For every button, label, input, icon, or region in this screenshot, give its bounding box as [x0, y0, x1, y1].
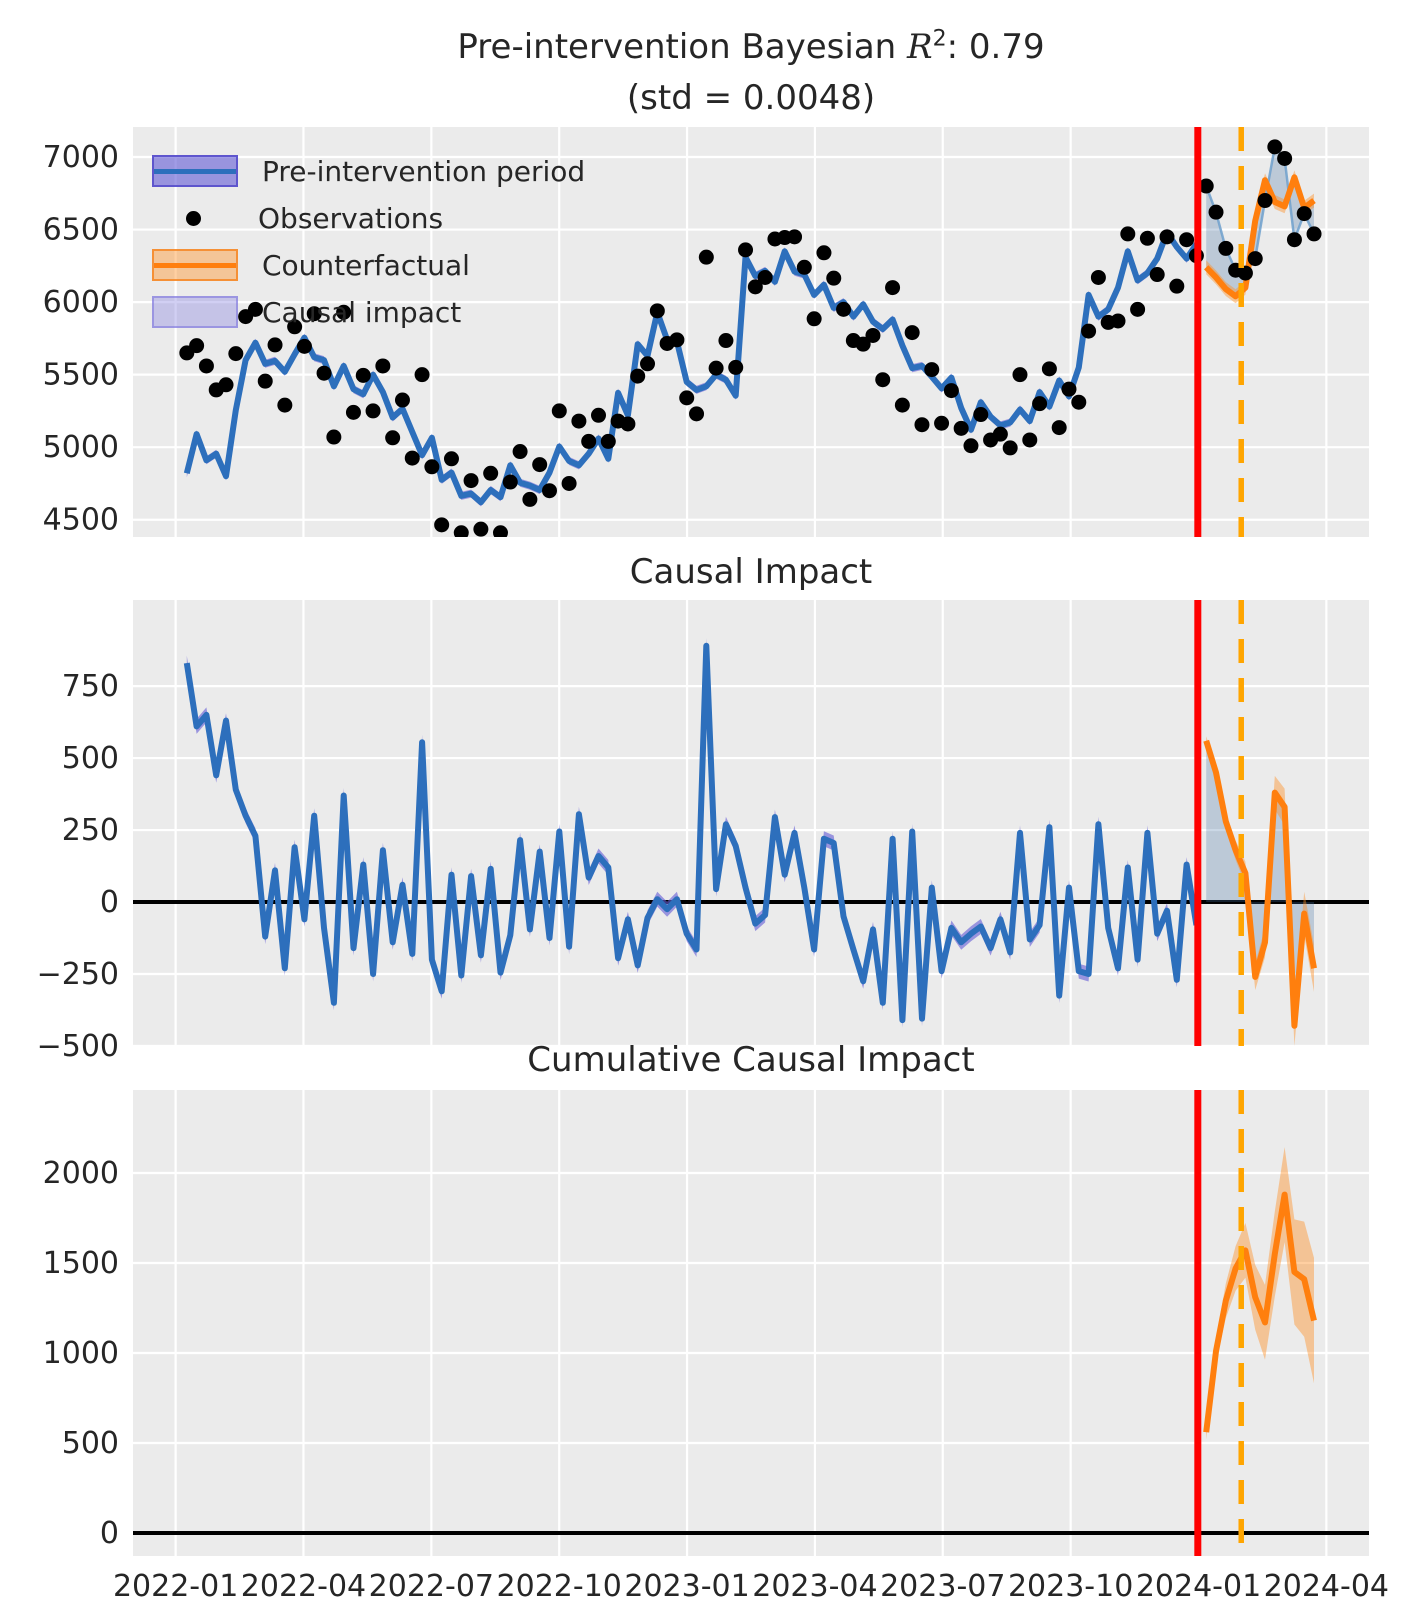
y-tick-label: 2000 — [43, 1156, 119, 1191]
y-tick-label: 250 — [62, 813, 119, 848]
y-tick-label: 1000 — [43, 1336, 119, 1371]
causal-impact-patch-swatch — [152, 296, 238, 328]
plot-content — [179, 139, 1322, 537]
x-tick-label: 2022-07 — [369, 1569, 494, 1604]
pre-intervention-band-swatch — [152, 155, 238, 187]
axis-tick-labels: 450050005500600065007000−500−25002505007… — [37, 140, 1389, 1604]
impact-shading — [1206, 740, 1314, 1026]
cumulative-line — [1203, 1191, 1317, 1433]
model-fit-line — [183, 229, 1199, 506]
y-tick-label: −250 — [37, 957, 119, 992]
x-tick-label: 2024-01 — [1136, 1569, 1261, 1604]
legend: Pre-intervention period Observations Cou… — [152, 152, 585, 331]
panel3-title: Cumulative Causal Impact — [527, 1040, 975, 1080]
y-tick-label: 6500 — [43, 213, 119, 248]
y-tick-label: 5000 — [43, 430, 119, 465]
x-tick-label: 2022-04 — [241, 1569, 366, 1604]
observation-dots — [179, 139, 1322, 537]
legend-item-causal-impact: Causal impact — [152, 293, 585, 331]
figure-title: Pre-intervention Bayesian R2: 0.79 (std … — [457, 22, 1044, 124]
y-tick-label: 500 — [62, 1426, 119, 1461]
y-tick-label: 750 — [62, 669, 119, 704]
y-tick-label: 1500 — [43, 1246, 119, 1281]
y-tick-label: 0 — [100, 885, 119, 920]
impact-line-post — [1203, 739, 1317, 1029]
figure-title-line1: Pre-intervention Bayesian R2: 0.79 — [457, 26, 1045, 67]
y-tick-label: 7000 — [43, 140, 119, 175]
pre-intervention-line-swatch — [154, 168, 236, 174]
y-tick-label: 4500 — [43, 503, 119, 538]
plot-area-background — [133, 1090, 1369, 1556]
figure-title-line2: (std = 0.0048) — [626, 78, 876, 118]
x-tick-label: 2023-10 — [1008, 1569, 1133, 1604]
legend-item-observations: Observations — [152, 199, 585, 237]
y-tick-label: 0 — [100, 1516, 119, 1551]
plot-area-background — [133, 127, 1369, 537]
x-tick-label: 2022-10 — [497, 1569, 622, 1604]
panel2-title: Causal Impact — [629, 552, 873, 592]
y-tick-label: 5500 — [43, 358, 119, 393]
panel-causal-impact — [133, 600, 1369, 1046]
impact-line-pre — [183, 642, 1200, 1024]
plot-content — [133, 638, 1369, 1046]
y-tick-label: 500 — [62, 741, 119, 776]
x-tick-label: 2023-01 — [624, 1569, 749, 1604]
x-tick-label: 2023-07 — [880, 1569, 1005, 1604]
x-tick-label: 2023-04 — [752, 1569, 877, 1604]
plot-content — [133, 1147, 1369, 1535]
counterfactual-band-swatch — [152, 249, 238, 281]
observation-dot-swatch — [185, 210, 201, 226]
y-tick-label: 6000 — [43, 285, 119, 320]
x-tick-label: 2024-04 — [1264, 1569, 1389, 1604]
plot-area-background — [133, 600, 1369, 1046]
panel-cumulative-impact — [133, 1090, 1369, 1556]
counterfactual-line-swatch — [154, 262, 236, 268]
observations-swatch-wrap — [152, 204, 234, 232]
x-tick-label: 2022-01 — [113, 1569, 238, 1604]
y-tick-label: −500 — [37, 1029, 119, 1064]
panel-model-fit — [133, 127, 1369, 537]
legend-item-counterfactual: Counterfactual — [152, 246, 585, 284]
legend-item-pre-intervention: Pre-intervention period — [152, 152, 585, 190]
